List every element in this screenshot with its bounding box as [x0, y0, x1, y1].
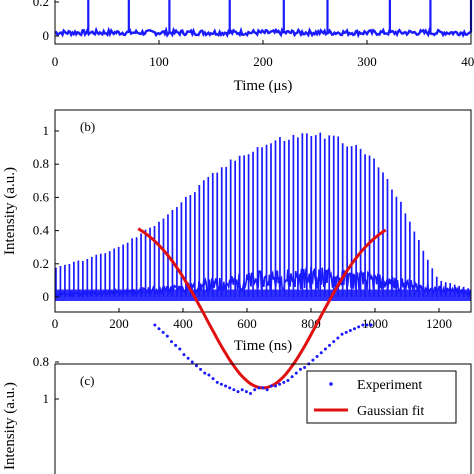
legend: Experiment Gaussian fit	[306, 370, 457, 424]
panel-b-xtick-label: 0	[52, 316, 59, 331]
panel-c-experiment-point	[336, 336, 340, 340]
panel-a: 0 100 200 300 400 0 0.2 Time (μs)	[33, 0, 474, 94]
panel-c-experiment-point	[203, 371, 207, 375]
panel-c-experiment-point	[174, 343, 178, 347]
panel-c-experiment-point	[249, 391, 253, 395]
panel-b-xlabel: Time (ns)	[234, 338, 292, 354]
panel-c-experiment-point	[265, 388, 269, 392]
panel-c-experiment-point	[236, 390, 240, 394]
panel-a-ticks: 0 100 200 300 400 0 0.2	[33, 0, 474, 69]
panel-b-xtick-label: 200	[109, 316, 129, 331]
panel-a-baseline-trace	[54, 26, 472, 39]
panel-c-experiment-point	[169, 340, 173, 344]
panel-b-xtick-label: 600	[237, 316, 257, 331]
panel-c-experiment-point	[340, 332, 344, 336]
panel-c-experiment-point	[294, 371, 298, 375]
panel-a-axes-box	[54, 0, 472, 45]
panel-c-ylabel: Intensity (a.u.)	[2, 382, 18, 470]
panel-a-ytick-label: 0	[43, 28, 50, 43]
panel-c-experiment-point	[290, 375, 294, 379]
panel-b-ytick-label: 0	[43, 289, 50, 304]
panel-c-experiment-point	[315, 354, 319, 358]
panel-c-experiment-point	[178, 347, 182, 351]
panel-c-experiment-point	[323, 347, 327, 351]
panel-c-experiment-point	[244, 390, 248, 394]
panel-c-experiment-point	[199, 367, 203, 371]
panel-c-experiment-point	[286, 379, 290, 382]
panel-c-experiment-point	[165, 334, 169, 338]
panel-c-experiment-point	[253, 388, 257, 392]
panel-c-series	[137, 227, 387, 395]
panel-c-experiment-point	[190, 360, 194, 364]
panel-b-xtick-label: 1000	[362, 316, 388, 331]
panel-a-xtick-label: 400	[461, 54, 474, 69]
legend-fit-label: Gaussian fit	[357, 404, 424, 419]
panel-c-ytick-label: 1	[43, 391, 50, 406]
panel-b-series	[54, 132, 472, 301]
panel-c-experiment-point	[282, 380, 286, 384]
panel-c-experiment-point	[298, 367, 302, 371]
panel-c-experiment-point	[186, 356, 190, 360]
panel-c-experiment-point	[332, 340, 336, 344]
panel-c-experiment-point	[211, 377, 215, 381]
panel-b-ytick-label: 0.6	[33, 189, 50, 204]
panel-b-ytick-label: 0.4	[33, 223, 50, 238]
panel-c-experiment-point	[215, 380, 219, 384]
panel-c-experiment-point	[269, 384, 273, 388]
panel-c-experiment-point	[353, 327, 357, 331]
panel-c-experiment-point	[261, 386, 265, 390]
panel-c-experiment-point	[207, 373, 211, 377]
panel-c-experiment-point	[365, 323, 369, 327]
panel-a-xtick-label: 200	[253, 54, 273, 69]
panel-c-experiment-point	[361, 323, 365, 327]
panel-a-ytick-label: 0.2	[33, 0, 49, 9]
panel-c-experiment-point	[161, 330, 165, 334]
panel-c-experiment-point	[303, 366, 307, 370]
panel-c-experiment-point	[344, 330, 348, 334]
panel-c-experiment-point	[194, 364, 198, 368]
panel-c-experiment-point	[224, 384, 228, 388]
panel-c: 0.81 (c) Intensity (a.u.) Experiment Gau…	[2, 227, 472, 474]
panel-c-experiment-point	[273, 384, 277, 388]
panel-b-ytick-label: 1	[43, 123, 50, 138]
panel-c-experiment-point	[219, 382, 223, 386]
panel-c-ticks: 0.81	[33, 354, 59, 406]
panel-c-experiment-point	[348, 329, 352, 333]
panel-c-experiment-point	[328, 343, 332, 347]
panel-b-ylabel: Intensity (a.u.)	[2, 167, 18, 255]
panel-c-label: (c)	[80, 373, 94, 388]
panel-b-axes-box	[54, 109, 472, 313]
panel-b-label: (b)	[80, 119, 95, 134]
panel-c-experiment-point	[319, 351, 323, 355]
panel-a-series	[54, 0, 473, 39]
panel-c-experiment-point	[182, 353, 186, 357]
legend-experiment-marker	[329, 382, 333, 386]
panel-c-ytick-label: 0.8	[33, 354, 49, 369]
legend-box	[306, 370, 457, 424]
panel-c-experiment-point	[153, 323, 157, 327]
panel-c-experiment-point	[157, 327, 161, 331]
panel-c-experiment-point	[228, 386, 232, 390]
panel-c-experiment-point	[232, 388, 236, 392]
panel-c-experiment-point	[311, 358, 315, 362]
panel-b-xtick-label: 1200	[426, 316, 452, 331]
legend-experiment-label: Experiment	[357, 378, 422, 393]
panel-b-ytick-label: 0.8	[33, 156, 49, 171]
panel-c-experiment-point	[257, 386, 261, 390]
panel-c-experiment-point	[369, 323, 373, 327]
panel-c-axes-box	[54, 363, 472, 474]
panel-a-xlabel: Time (μs)	[234, 78, 293, 94]
panel-a-xtick-label: 0	[52, 54, 59, 69]
panel-c-experiment-point	[278, 382, 282, 386]
panel-b-floor-band	[55, 289, 471, 301]
panel-a-xtick-label: 300	[357, 54, 377, 69]
panel-b-xtick-label: 400	[173, 316, 193, 331]
panel-a-xtick-label: 100	[149, 54, 169, 69]
panel-c-experiment-point	[240, 388, 244, 392]
panel-c-experiment-point	[357, 325, 361, 329]
panel-b-ytick-label: 0.2	[33, 256, 49, 271]
